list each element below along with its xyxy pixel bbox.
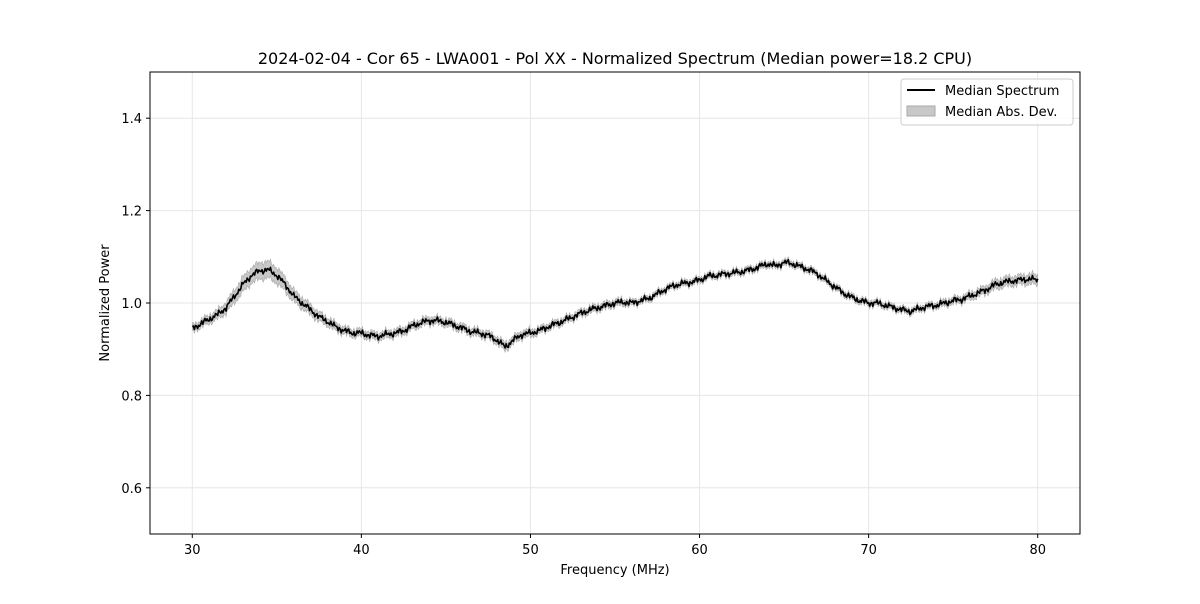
- x-tick-label: 60: [691, 543, 708, 558]
- x-tick-label: 30: [184, 543, 201, 558]
- x-axis-ticks: 30 40 50 60 70 80: [184, 534, 1046, 558]
- y-tick-label: 0.6: [121, 482, 142, 497]
- x-tick-label: 70: [860, 543, 877, 558]
- y-axis-ticks: 0.6 0.8 1.0 1.2 1.4: [121, 112, 150, 497]
- legend-box: [900, 78, 1074, 126]
- legend-label-median-abs-dev: Median Abs. Dev.: [945, 105, 1057, 120]
- y-tick-label: 1.4: [121, 112, 142, 127]
- legend: Median Spectrum Median Abs. Dev.: [900, 78, 1074, 126]
- y-axis-label: Normalized Power: [98, 244, 113, 362]
- legend-label-median-spectrum: Median Spectrum: [945, 84, 1059, 99]
- y-tick-label: 0.8: [121, 389, 142, 404]
- x-tick-label: 80: [1029, 543, 1046, 558]
- median-line-layer: [192, 258, 1039, 349]
- chart-title: 2024-02-04 - Cor 65 - LWA001 - Pol XX - …: [258, 49, 972, 68]
- y-tick-label: 1.0: [121, 297, 142, 312]
- y-tick-label: 1.2: [121, 205, 142, 220]
- legend-band-swatch: [906, 105, 936, 117]
- median-spectrum-line: [192, 258, 1039, 349]
- x-axis-label: Frequency (MHz): [560, 563, 669, 578]
- x-tick-label: 50: [522, 543, 539, 558]
- x-tick-label: 40: [353, 543, 370, 558]
